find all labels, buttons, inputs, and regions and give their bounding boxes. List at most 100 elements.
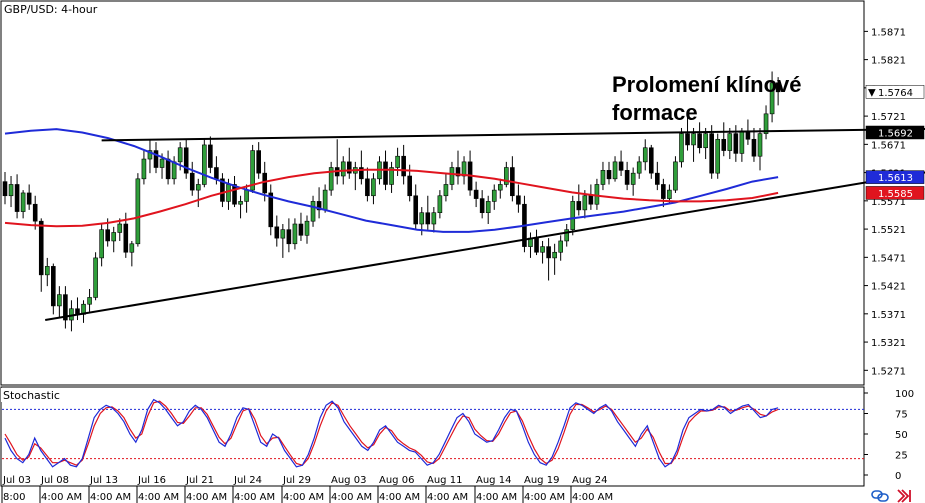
price-tick-label: 1.5571 — [871, 197, 906, 208]
stochastic-lines — [4, 398, 779, 468]
candle-body — [14, 184, 20, 212]
candle — [280, 224, 286, 258]
candle-body — [87, 297, 92, 305]
scroll-end-icon[interactable] — [897, 489, 911, 503]
candle — [256, 142, 261, 179]
candle-body — [600, 170, 606, 185]
price-tag-box — [865, 85, 925, 99]
candle-body — [673, 161, 678, 191]
time-label: 8:00 — [3, 492, 25, 503]
moving-average-line — [4, 128, 779, 233]
candle-body — [419, 212, 425, 225]
candle-body — [401, 155, 406, 177]
candle — [431, 207, 437, 233]
candle — [298, 212, 304, 241]
date-label: Jul 24 — [233, 475, 262, 486]
candle-body — [226, 184, 231, 202]
date-label: Jul 21 — [185, 475, 214, 486]
candle-body — [606, 170, 612, 180]
candle — [721, 122, 727, 157]
candle — [624, 161, 630, 191]
date-label: Jul 16 — [137, 475, 166, 486]
price-tag-box — [865, 170, 925, 184]
candle-body — [661, 184, 666, 199]
stochastic-panel-frame — [0, 386, 865, 487]
time-label: 4:00 AM — [283, 492, 324, 503]
price-tag-label: 1.5613 — [878, 173, 913, 184]
candle — [661, 178, 666, 208]
support-trendline — [45, 171, 925, 322]
candle — [522, 195, 527, 253]
time-label: 4:00 AM — [186, 492, 227, 503]
candle-body — [516, 195, 521, 205]
candle-body — [383, 161, 388, 185]
candle-body — [564, 229, 570, 242]
candle-body — [274, 226, 280, 239]
candle — [365, 167, 370, 202]
candle-body — [202, 144, 207, 185]
candle — [425, 195, 431, 230]
candle-body — [2, 181, 8, 197]
candle — [99, 224, 104, 267]
candle-body — [220, 178, 225, 202]
wedge-trendlines — [45, 128, 925, 322]
candle-body — [491, 189, 497, 202]
candle-body — [618, 161, 624, 171]
candle-body — [8, 184, 14, 197]
candle — [14, 174, 20, 219]
candle-body — [123, 223, 129, 253]
candle-body — [141, 158, 147, 180]
candle — [491, 184, 497, 210]
candle — [63, 286, 68, 329]
price-tick-label: 1.5371 — [871, 310, 906, 321]
candle — [51, 263, 56, 315]
candle-body — [183, 147, 189, 174]
candle — [208, 136, 213, 174]
stochastic-label: Stochastic — [3, 389, 60, 402]
candle-body — [431, 212, 437, 225]
candle — [359, 150, 364, 185]
candle — [232, 175, 237, 208]
candle-body — [504, 167, 509, 185]
link-icon[interactable] — [871, 490, 889, 502]
candle — [395, 147, 400, 176]
candle — [691, 127, 696, 162]
candle-body — [407, 175, 412, 197]
candle — [141, 150, 147, 185]
candle-body — [624, 170, 630, 185]
candle — [129, 240, 135, 267]
candle — [552, 243, 557, 275]
candle-body — [57, 294, 62, 307]
candle — [727, 127, 733, 160]
candle — [546, 238, 551, 281]
candle-body — [709, 133, 714, 174]
candle-body — [751, 138, 757, 157]
candle-body — [63, 294, 68, 321]
candle — [679, 127, 684, 168]
candle — [310, 195, 316, 227]
candle-body — [117, 223, 123, 233]
candle — [516, 184, 521, 213]
candle-body — [642, 147, 648, 163]
candle — [769, 71, 775, 123]
candle-body — [582, 195, 588, 211]
date-label: Aug 11 — [427, 475, 462, 486]
candle-body — [691, 133, 696, 146]
candle — [413, 184, 419, 230]
candle-body — [214, 167, 219, 180]
candle — [648, 144, 654, 179]
candle — [183, 139, 189, 179]
date-label: Jul 29 — [282, 475, 311, 486]
candle-body — [38, 220, 44, 276]
candle — [238, 195, 243, 219]
candle-body — [135, 178, 141, 245]
price-tick-label: 1.5721 — [871, 112, 906, 123]
price-tag-label: 1.5585 — [878, 189, 913, 200]
time-label: 4:00 AM — [234, 492, 275, 503]
candle-body — [365, 178, 370, 197]
candle — [195, 178, 201, 208]
candle — [558, 235, 563, 261]
candle-body — [177, 147, 183, 163]
candle — [304, 215, 310, 244]
date-label: Aug 06 — [379, 475, 414, 486]
